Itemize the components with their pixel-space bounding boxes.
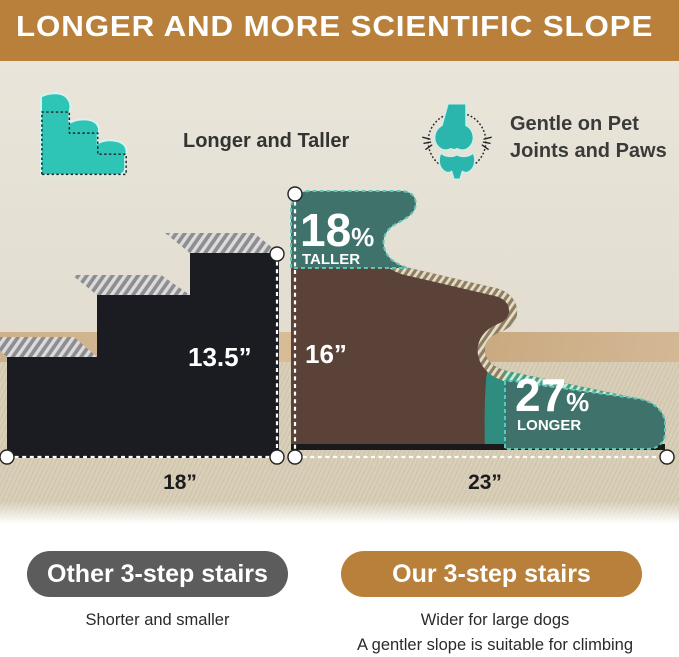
svg-text:13.5”: 13.5”	[188, 342, 252, 372]
svg-text:TALLER: TALLER	[302, 251, 360, 268]
svg-text:27%: 27%	[515, 369, 589, 421]
svg-text:LONGER: LONGER	[517, 417, 581, 434]
svg-text:16”: 16”	[305, 339, 347, 369]
